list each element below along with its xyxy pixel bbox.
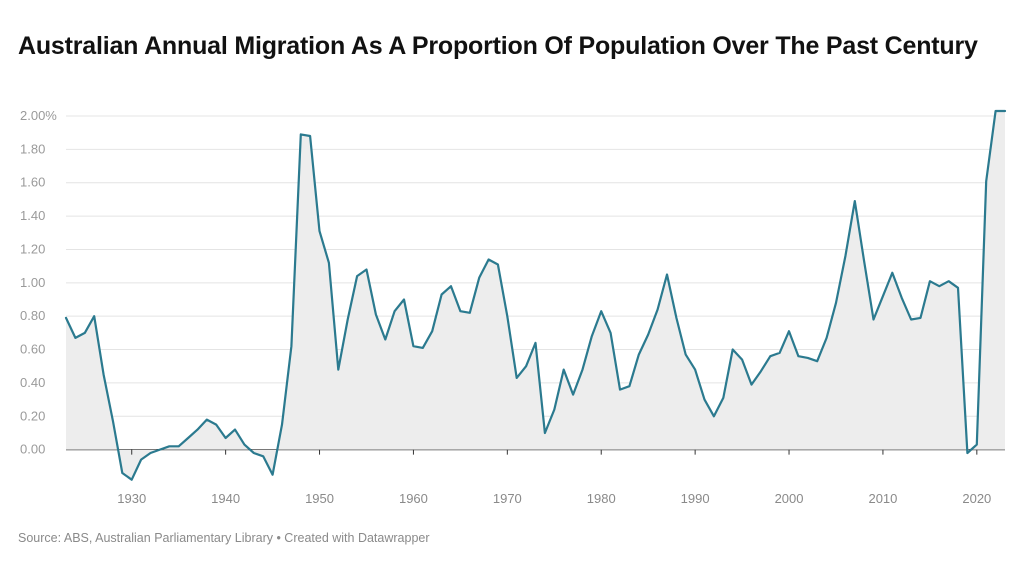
- x-axis-ticks: 1930 1940 1950 1960 1970 1980 1990 2000 2010 2020: [117, 449, 991, 506]
- y-tick-label: 1.40: [20, 208, 45, 223]
- y-tick-label: 0.60: [20, 342, 45, 357]
- x-tick-label: 1960: [399, 491, 428, 506]
- y-tick-label: 0.80: [20, 308, 45, 323]
- y-tick-label: 1.80: [20, 141, 45, 156]
- area-layer: [66, 111, 1005, 480]
- series-line: [64, 109, 1007, 481]
- x-tick-label: 2020: [962, 491, 991, 506]
- y-tick-label: 0.00: [20, 442, 45, 457]
- y-tick-label: 0.20: [20, 408, 45, 423]
- series-area: [66, 111, 1005, 480]
- y-tick-label: 1.60: [20, 175, 45, 190]
- x-tick-label: 1930: [117, 491, 146, 506]
- x-tick-label: 1950: [305, 491, 334, 506]
- source-note: Source: ABS, Australian Parliamentary Li…: [18, 531, 430, 545]
- x-tick-label: 1970: [493, 491, 522, 506]
- x-tick-label: 1940: [211, 491, 240, 506]
- y-tick-label: 0.40: [20, 375, 45, 390]
- y-tick-label: 1.00: [20, 275, 45, 290]
- x-tick-label: 2010: [868, 491, 897, 506]
- y-tick-label: 2.00%: [20, 108, 57, 123]
- x-tick-label: 1980: [587, 491, 616, 506]
- x-tick-label: 1990: [681, 491, 710, 506]
- chart-title: Australian Annual Migration As A Proport…: [18, 32, 978, 60]
- x-tick-label: 2000: [775, 491, 804, 506]
- y-axis-ticks: 0.00 0.20 0.40 0.60 0.80 1.00 1.20 1.40 1.60 1.80…: [20, 108, 57, 457]
- y-tick-label: 1.20: [20, 241, 45, 256]
- line-layer: [64, 109, 1007, 481]
